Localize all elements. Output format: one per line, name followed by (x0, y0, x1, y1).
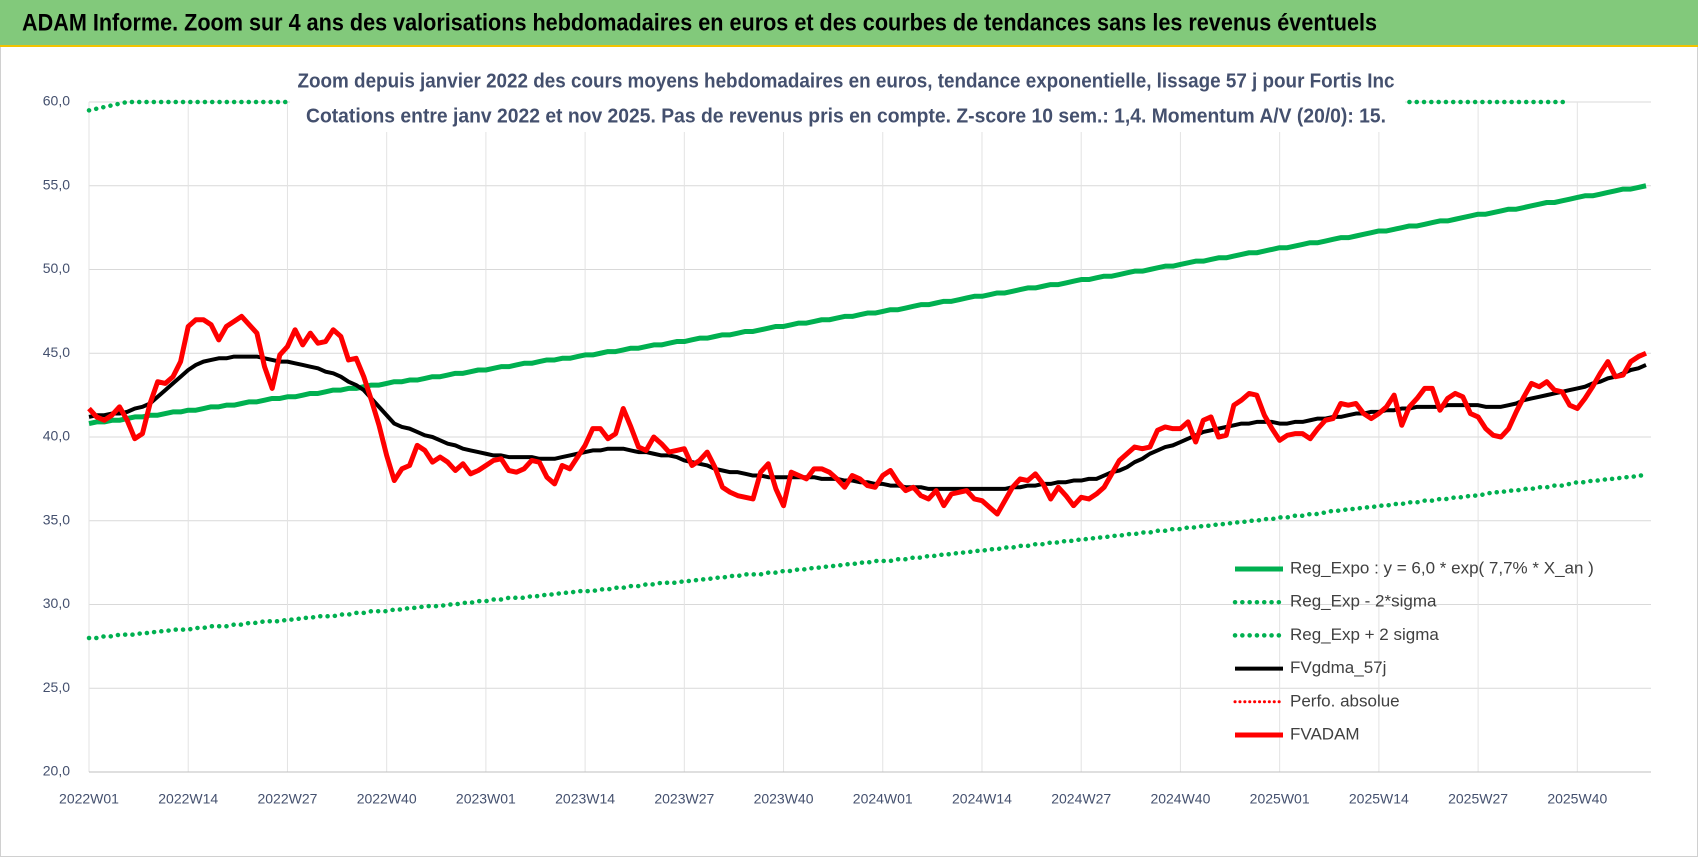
legend-label: FVADAM (1290, 724, 1360, 743)
x-tick-label: 2023W27 (654, 791, 714, 807)
y-tick-label: 45,0 (43, 344, 70, 360)
x-tick-label: 2024W14 (952, 791, 1012, 807)
y-tick-label: 50,0 (43, 260, 70, 276)
banner (0, 0, 1698, 45)
legend-label: Reg_Expo : y = 6,0 * exp( 7,7% * X_an ) (1290, 558, 1594, 577)
y-tick-label: 25,0 (43, 679, 70, 695)
series-line (87, 313, 1648, 517)
x-tick-label: 2025W27 (1448, 791, 1508, 807)
x-tick-label: 2024W40 (1150, 791, 1210, 807)
plot-area: 20,0 25,0 30,0 35,0 40,0 45,0 50,0 55,0 60,0 2022… (43, 93, 1651, 807)
legend-label: Perfo. absolue (1290, 691, 1400, 710)
y-tick-label: 20,0 (43, 763, 70, 779)
x-tick-label: 2023W01 (456, 791, 516, 807)
title-backdrop (290, 62, 1405, 132)
series-line (88, 354, 1647, 491)
chart-title: Zoom depuis janvier 2022 des cours moyen… (298, 70, 1395, 92)
y-tick-label: 60,0 (43, 93, 70, 109)
y-tick-label: 35,0 (43, 511, 70, 527)
legend-label: Reg_Exp - 2*sigma (1290, 592, 1437, 611)
x-tick-label: 2022W40 (357, 791, 417, 807)
series-line (86, 473, 1649, 641)
x-tick-label: 2024W27 (1051, 791, 1111, 807)
x-tick-label: 2023W40 (754, 791, 814, 807)
chart-subtitle: Cotations entre janv 2022 et nov 2025. P… (306, 105, 1386, 127)
legend-label: Reg_Exp + 2 sigma (1290, 625, 1439, 644)
banner-title: ADAM Informe. Zoom sur 4 ans des valoris… (22, 9, 1377, 36)
y-tick-label: 40,0 (43, 428, 70, 444)
x-tick-label: 2025W01 (1250, 791, 1310, 807)
x-tick-label: 2022W01 (59, 791, 119, 807)
x-tick-label: 2025W14 (1349, 791, 1409, 807)
y-tick-label: 55,0 (43, 176, 70, 192)
x-tick-label: 2022W27 (257, 791, 317, 807)
legend-label: FVgdma_57j (1290, 658, 1386, 677)
x-tick-label: 2023W14 (555, 791, 615, 807)
legend: Reg_Expo : y = 6,0 * exp( 7,7% * X_an ) R… (1232, 558, 1594, 743)
x-tick-label: 2024W01 (853, 791, 913, 807)
x-tick-label: 2025W40 (1547, 791, 1607, 807)
series-line (88, 183, 1647, 427)
x-tick-label: 2022W14 (158, 791, 218, 807)
y-tick-label: 30,0 (43, 595, 70, 611)
